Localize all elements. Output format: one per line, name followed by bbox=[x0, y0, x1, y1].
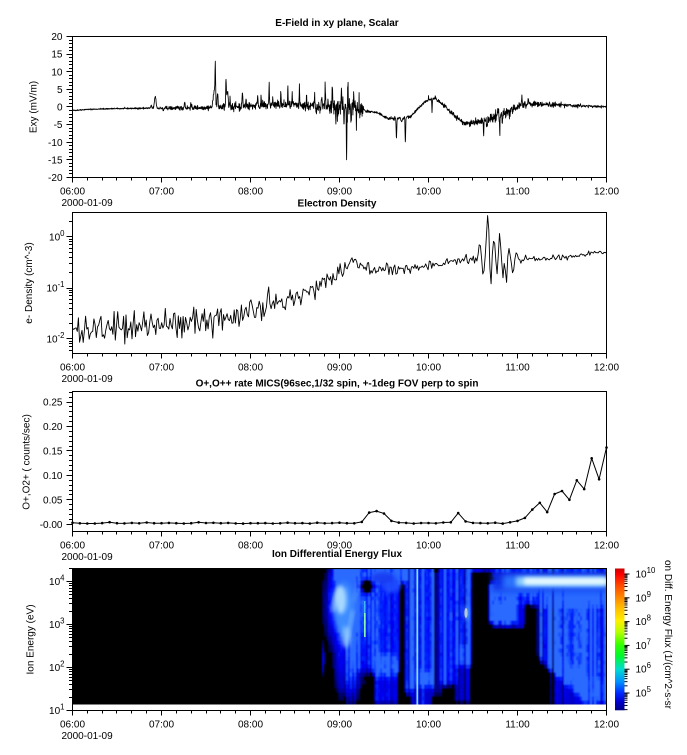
svg-text:15: 15 bbox=[51, 50, 63, 61]
svg-text:11:00: 11:00 bbox=[505, 720, 530, 731]
svg-text:0: 0 bbox=[57, 103, 63, 114]
svg-text:10: 10 bbox=[51, 67, 63, 78]
svg-text:08:00: 08:00 bbox=[238, 363, 263, 374]
svg-text:12:00: 12:00 bbox=[594, 363, 619, 374]
svg-text:0.25: 0.25 bbox=[43, 398, 63, 409]
svg-text:2000-01-09: 2000-01-09 bbox=[62, 552, 114, 563]
svg-text:10:00: 10:00 bbox=[416, 541, 441, 552]
svg-text:-15: -15 bbox=[48, 155, 63, 166]
svg-text:0.05: 0.05 bbox=[43, 495, 63, 506]
svg-text:on Diff. Energy Flux (1/(cm^2-: on Diff. Energy Flux (1/(cm^2-s-sr bbox=[662, 560, 673, 710]
svg-text:06:00: 06:00 bbox=[60, 363, 85, 374]
svg-text:12:00: 12:00 bbox=[594, 187, 619, 198]
svg-text:12:00: 12:00 bbox=[594, 720, 619, 731]
svg-text:07:00: 07:00 bbox=[149, 187, 174, 198]
svg-text:2000-01-09: 2000-01-09 bbox=[62, 731, 114, 742]
svg-text:0.10: 0.10 bbox=[43, 471, 63, 482]
svg-text:5: 5 bbox=[57, 85, 63, 96]
svg-text:07:00: 07:00 bbox=[149, 541, 174, 552]
svg-text:06:00: 06:00 bbox=[60, 541, 85, 552]
svg-text:10:00: 10:00 bbox=[416, 187, 441, 198]
svg-text:Exy (mV/m): Exy (mV/m) bbox=[29, 81, 40, 133]
svg-text:11:00: 11:00 bbox=[505, 541, 530, 552]
svg-text:08:00: 08:00 bbox=[238, 541, 263, 552]
svg-text:-0.00: -0.00 bbox=[40, 520, 63, 531]
svg-text:10:00: 10:00 bbox=[416, 720, 441, 731]
svg-text:11:00: 11:00 bbox=[505, 363, 530, 374]
svg-text:12:00: 12:00 bbox=[594, 541, 619, 552]
svg-text:Ion Energy (eV): Ion Energy (eV) bbox=[26, 604, 37, 674]
svg-text:10:00: 10:00 bbox=[416, 363, 441, 374]
svg-text:-20: -20 bbox=[48, 173, 63, 184]
svg-text:-5: -5 bbox=[54, 120, 63, 131]
svg-text:O+,O2+ ( counts/sec): O+,O2+ ( counts/sec) bbox=[22, 414, 33, 510]
svg-text:07:00: 07:00 bbox=[149, 720, 174, 731]
svg-text:08:00: 08:00 bbox=[238, 720, 263, 731]
svg-text:0.15: 0.15 bbox=[43, 446, 63, 457]
svg-text:O+,O++ rate MICS(96sec,1/32 sp: O+,O++ rate MICS(96sec,1/32 spin, +-1deg… bbox=[196, 379, 479, 390]
svg-text:09:00: 09:00 bbox=[327, 187, 352, 198]
svg-text:08:00: 08:00 bbox=[238, 187, 263, 198]
svg-text:-10: -10 bbox=[48, 138, 63, 149]
svg-text:09:00: 09:00 bbox=[327, 541, 352, 552]
svg-text:0.20: 0.20 bbox=[43, 422, 63, 433]
svg-text:07:00: 07:00 bbox=[149, 363, 174, 374]
svg-text:20: 20 bbox=[51, 32, 63, 43]
svg-text:e- Density (cm^-3): e- Density (cm^-3) bbox=[24, 242, 35, 323]
svg-text:Ion Differential Energy Flux: Ion Differential Energy Flux bbox=[272, 549, 402, 560]
svg-text:Electron Density: Electron Density bbox=[298, 199, 377, 210]
svg-text:E-Field in xy plane, Scalar: E-Field in xy plane, Scalar bbox=[275, 18, 398, 29]
svg-text:09:00: 09:00 bbox=[327, 720, 352, 731]
svg-text:06:00: 06:00 bbox=[60, 720, 85, 731]
svg-text:06:00: 06:00 bbox=[60, 187, 85, 198]
svg-text:2000-01-09: 2000-01-09 bbox=[62, 374, 114, 385]
svg-text:09:00: 09:00 bbox=[327, 363, 352, 374]
svg-text:2000-01-09: 2000-01-09 bbox=[62, 198, 114, 209]
svg-text:11:00: 11:00 bbox=[505, 187, 530, 198]
